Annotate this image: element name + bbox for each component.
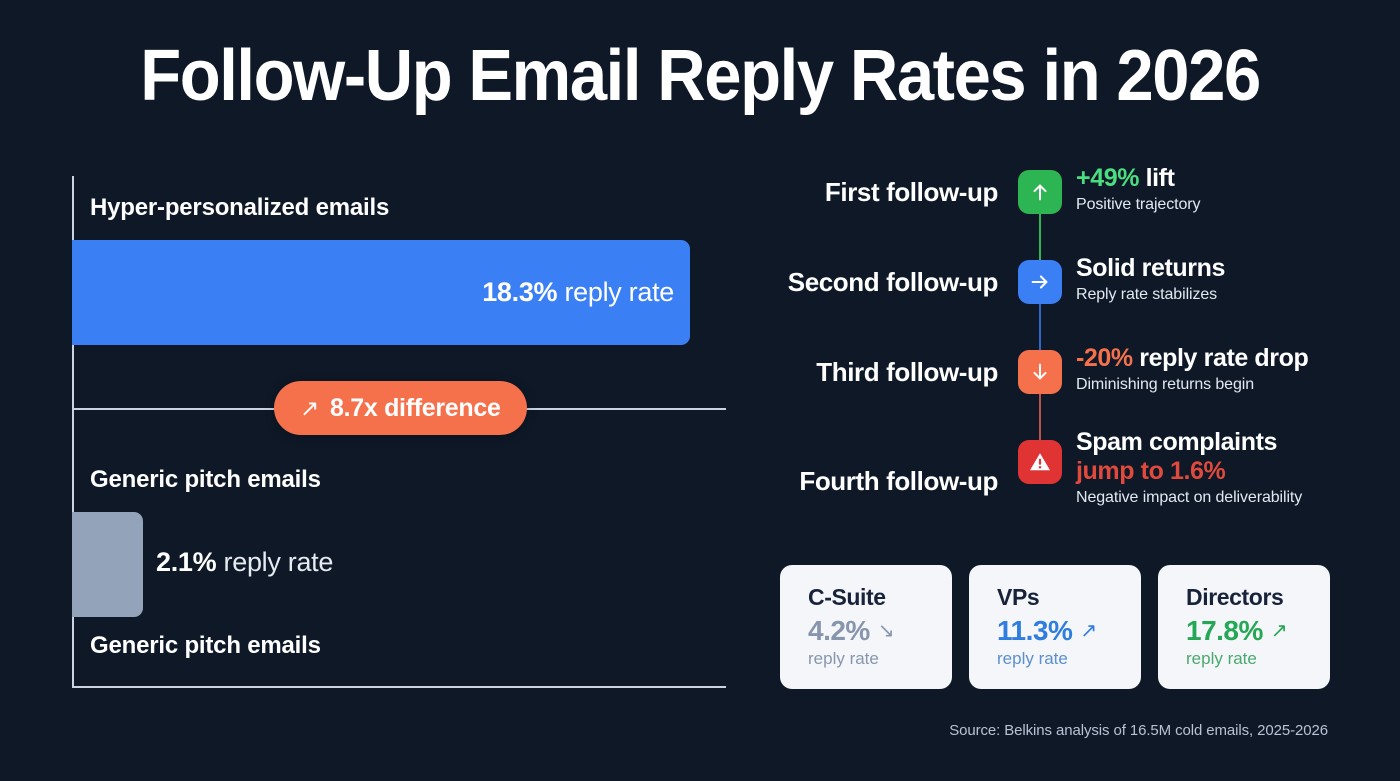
- chart-y-axis: [72, 176, 74, 687]
- timeline-row-first: First follow-up +49% lift Positive traje…: [760, 164, 1360, 214]
- timeline-text-third: -20% reply rate drop Diminishing returns…: [1076, 344, 1360, 394]
- timeline-connector-1: [1039, 214, 1041, 260]
- timeline-headline-second: Solid returns: [1076, 254, 1360, 283]
- difference-badge: ↗ 8.7x difference: [274, 381, 527, 435]
- stat-card-number-directors: 17.8%: [1186, 615, 1263, 647]
- stat-card-value-directors: 17.8% ↗: [1186, 615, 1330, 647]
- bar-value-hyper-personalized: 18.3% reply rate: [482, 277, 690, 308]
- timeline-text-fourth: Spam complaints jump to 1.6% Negative im…: [1076, 428, 1360, 507]
- arrow-down-right-icon: ↘: [877, 619, 895, 642]
- bar-value-number-generic: 2.1%: [156, 547, 217, 577]
- timeline-row-third: Third follow-up -20% reply rate drop Dim…: [760, 344, 1360, 394]
- chart-x-axis: [72, 686, 726, 688]
- stat-card-sub-c-suite: reply rate: [808, 649, 879, 669]
- timeline-headline-rest-first: lift: [1139, 164, 1175, 192]
- bar-value-generic-pitch: 2.1% reply rate: [156, 547, 333, 578]
- timeline-headline-rest-second: Solid returns: [1076, 254, 1225, 282]
- timeline-headline-first: +49% lift: [1076, 164, 1360, 193]
- stat-card-vps[interactable]: VPs 11.3% ↗ reply rate: [969, 565, 1141, 689]
- arrow-up-right-icon: ↗: [300, 394, 319, 421]
- page-title: Follow-Up Email Reply Rates in 2026: [140, 36, 1261, 116]
- stat-card-sub-vps: reply rate: [997, 649, 1068, 669]
- stat-card-sub-directors: reply rate: [1186, 649, 1257, 669]
- stat-card-title-c-suite: C-Suite: [808, 584, 886, 610]
- timeline-label-third: Third follow-up: [816, 356, 998, 387]
- stat-card-directors[interactable]: Directors 17.8% ↗ reply rate: [1158, 565, 1330, 689]
- timeline-row-second: Second follow-up Solid returns Reply rat…: [760, 254, 1360, 304]
- stat-card-value-c-suite: 4.2% ↘: [808, 615, 952, 647]
- segment-stat-cards: C-Suite 4.2% ↘ reply rate VPs 11.3% ↗ re…: [780, 565, 1330, 689]
- source-note: Source: Belkins analysis of 16.5M cold e…: [949, 722, 1328, 739]
- timeline-label-first: First follow-up: [824, 176, 998, 207]
- arrow-down-icon: [1018, 350, 1062, 394]
- stat-card-title-vps: VPs: [997, 584, 1040, 610]
- timeline-accent-third: -20%: [1076, 344, 1133, 372]
- bar-hyper-personalized: 18.3% reply rate: [72, 240, 690, 345]
- difference-badge-label: 8.7x difference: [329, 393, 501, 422]
- timeline-sub-fourth: Negative impact on deliverability: [1076, 489, 1303, 506]
- timeline-sub-first: Positive trajectory: [1076, 195, 1201, 213]
- timeline-headline-fourth: Spam complaints: [1076, 428, 1277, 456]
- bar-label-generic-bottom: Generic pitch emails: [90, 632, 321, 659]
- bar-generic-pitch: [72, 512, 143, 617]
- stat-card-number-c-suite: 4.2%: [808, 615, 870, 647]
- bar-value-suffix-generic: reply rate: [216, 547, 334, 577]
- stat-card-title-directors: Directors: [1186, 584, 1284, 610]
- timeline-text-first: +49% lift Positive trajectory: [1076, 164, 1360, 214]
- stat-card-c-suite[interactable]: C-Suite 4.2% ↘ reply rate: [780, 565, 952, 689]
- timeline-headline-fourth-line2: jump to 1.6%: [1076, 457, 1226, 485]
- stat-card-value-vps: 11.3% ↗: [997, 615, 1141, 647]
- timeline-row-fourth: Fourth follow-up Spam complaints jump to…: [760, 428, 1360, 506]
- arrow-up-icon: [1018, 170, 1062, 214]
- bar-label-hyper-personalized: Hyper-personalized emails: [90, 194, 390, 221]
- timeline-text-second: Solid returns Reply rate stabilizes: [1076, 254, 1360, 304]
- arrow-up-right-icon: ↗: [1270, 619, 1288, 642]
- follow-up-timeline: First follow-up +49% lift Positive traje…: [760, 164, 1360, 530]
- timeline-label-fourth: Fourth follow-up: [799, 466, 998, 496]
- warning-triangle-icon: [1018, 440, 1062, 484]
- timeline-connector-2: [1039, 304, 1041, 350]
- arrow-right-icon: [1018, 260, 1062, 304]
- stat-card-number-vps: 11.3%: [997, 615, 1073, 647]
- bar-value-suffix-hyper: reply rate: [557, 277, 674, 307]
- timeline-connector-3: [1039, 394, 1041, 440]
- timeline-headline-third: -20% reply rate drop: [1076, 344, 1360, 373]
- timeline-sub-third: Diminishing returns begin: [1076, 375, 1255, 393]
- comparison-bar-chart: Hyper-personalized emails 18.3% reply ra…: [72, 176, 728, 688]
- timeline-headline-rest-third: reply rate drop: [1132, 344, 1309, 372]
- bar-label-generic-top: Generic pitch emails: [90, 466, 321, 493]
- timeline-label-second: Second follow-up: [787, 266, 999, 297]
- timeline-sub-second: Reply rate stabilizes: [1076, 285, 1218, 303]
- timeline-accent-first: +49%: [1076, 164, 1140, 192]
- arrow-up-right-icon: ↗: [1080, 619, 1097, 642]
- bar-value-number-hyper: 18.3%: [482, 277, 558, 307]
